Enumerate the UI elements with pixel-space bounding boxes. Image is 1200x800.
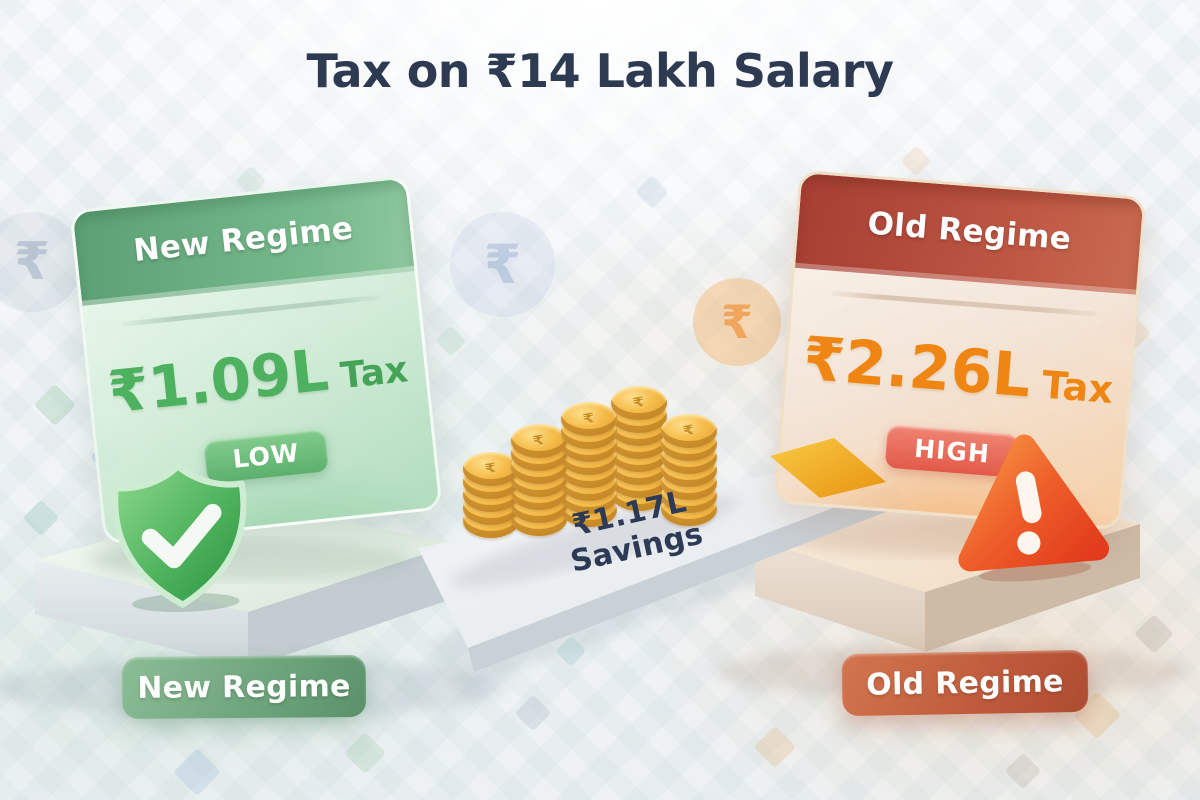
shield-check-icon <box>100 455 260 619</box>
old-regime-tax-amount: ₹2.26L <box>800 323 1034 412</box>
coin-stack: ₹ <box>463 452 519 538</box>
coin: ₹ <box>611 386 667 420</box>
coin: ₹ <box>511 424 567 458</box>
new-regime-tax-amount: ₹1.09L <box>105 335 332 427</box>
ramp-arrow <box>770 438 886 498</box>
tax-label: Tax <box>338 349 410 398</box>
new-regime-pill-label: New Regime <box>137 668 351 706</box>
coin-stack: ₹ <box>561 402 617 527</box>
coin-stack: ₹ <box>611 386 667 511</box>
warning-icon <box>945 418 1114 595</box>
tax-label: Tax <box>1040 362 1115 413</box>
coin-stack: ₹ <box>661 414 717 526</box>
divider-line <box>121 294 381 327</box>
divider-line <box>830 290 1097 317</box>
old-regime-tax-row: ₹2.26L Tax <box>800 324 1116 418</box>
old-regime-pill-label: Old Regime <box>865 663 1065 703</box>
page-title: Tax on ₹14 Lakh Salary <box>306 44 894 98</box>
new-regime-pill: New Regime <box>121 654 367 720</box>
coin-stack: ₹ <box>511 424 567 536</box>
new-regime-tax-row: ₹1.09L Tax <box>105 327 410 427</box>
coin: ₹ <box>661 414 717 448</box>
old-regime-pill: Old Regime <box>841 649 1089 717</box>
coin: ₹ <box>561 402 617 436</box>
coin: ₹ <box>463 452 519 486</box>
